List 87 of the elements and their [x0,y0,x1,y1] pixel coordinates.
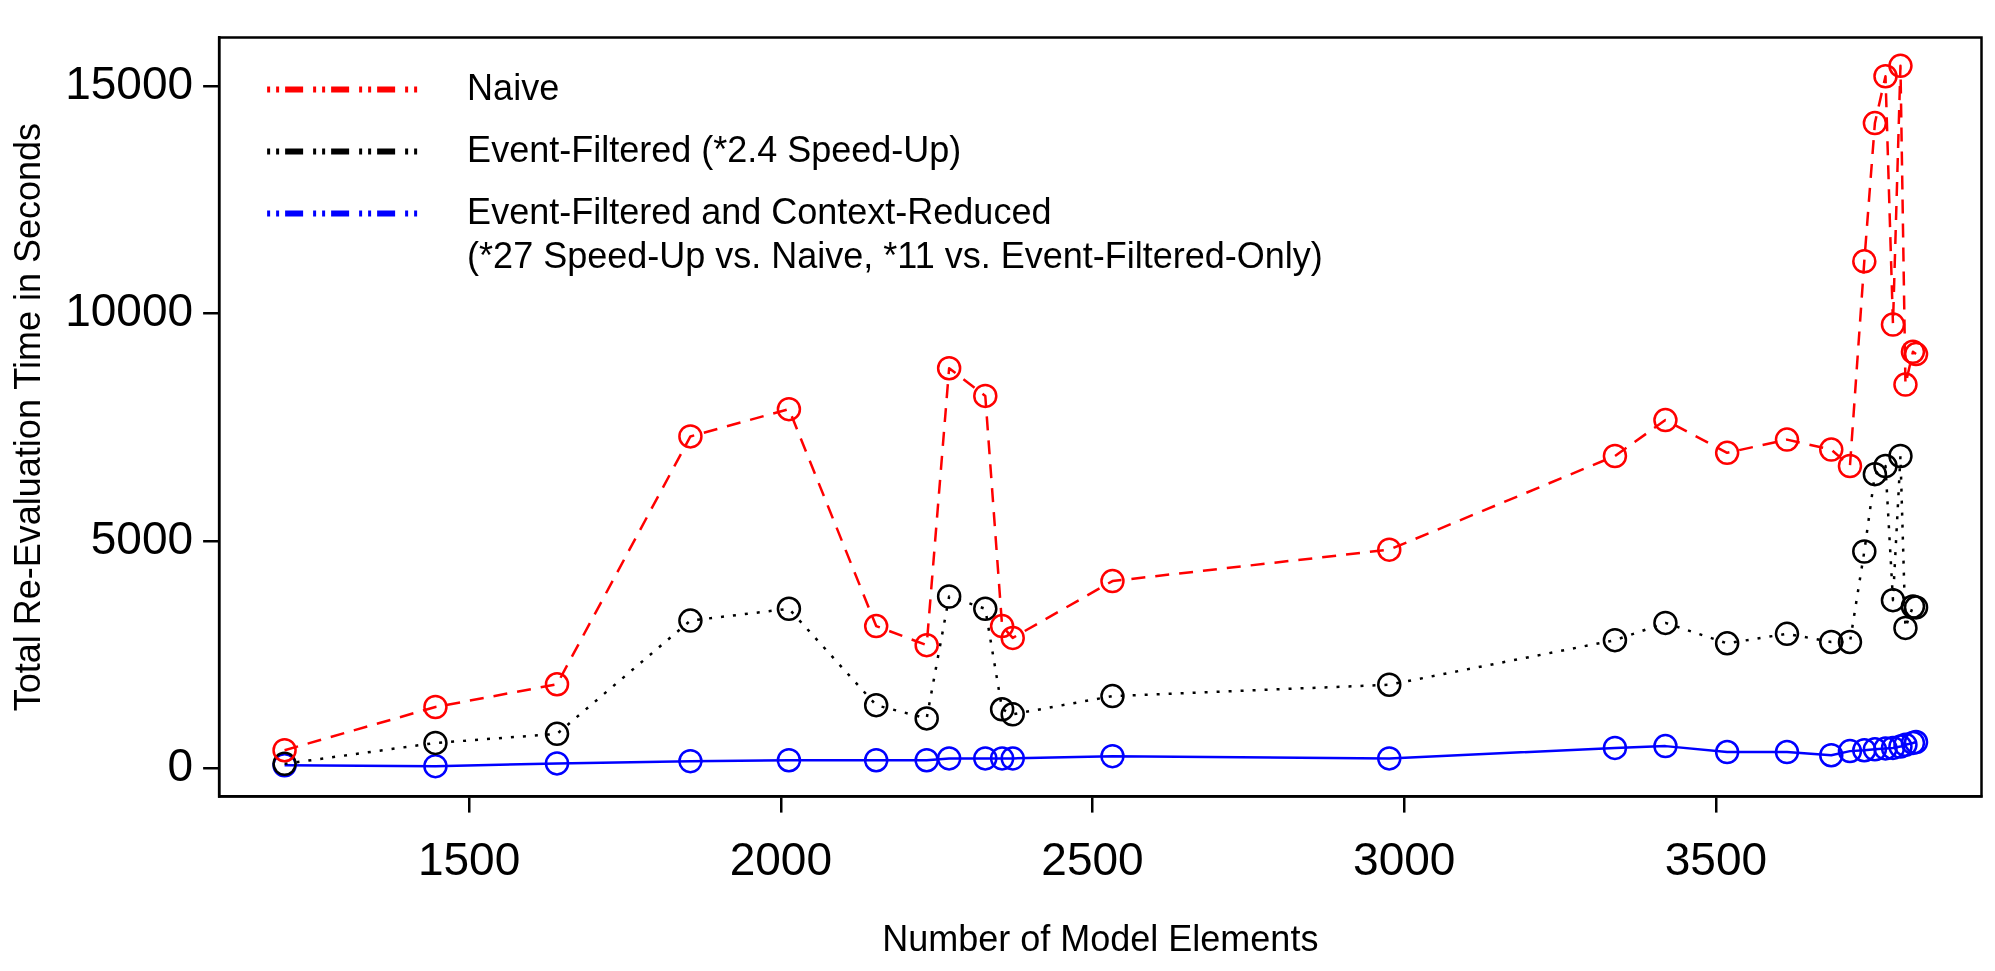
point [1852,539,1877,564]
point [423,694,448,720]
y-tick-label: 0 [167,739,194,792]
point [1888,734,1913,759]
point [423,730,448,756]
point [989,613,1015,639]
point [1862,737,1888,762]
point [989,746,1015,771]
point [1774,427,1800,452]
point [1100,683,1125,709]
point [1714,739,1740,765]
point [1000,746,1025,771]
point [1714,440,1740,466]
point [776,396,802,422]
point [1852,249,1877,274]
x-tick-label: 2500 [1041,832,1144,885]
point [1653,733,1678,759]
point [973,383,998,409]
y-tick-label: 5000 [90,511,194,564]
point [1862,110,1888,136]
point [1819,437,1844,462]
point [914,706,939,731]
point [1653,610,1678,636]
point [1873,64,1898,89]
legend-label: Event-Filtered and Context-Reduced (*27 Speed-Up vs. Naive, *11 vs. Event-Filtered-Only) [467,190,1323,276]
point [914,747,939,773]
point [776,747,802,773]
x-tick-label: 3000 [1353,832,1456,885]
x-tick-label: 1500 [417,832,521,885]
point [1873,453,1898,479]
point [1852,737,1877,763]
point [544,751,570,776]
point [1000,625,1025,651]
point [423,753,448,779]
point [544,672,570,697]
point [936,746,962,771]
point [973,596,998,622]
point [544,721,570,747]
point [1100,568,1125,594]
point [1602,443,1628,469]
point [1873,736,1898,761]
point [1774,739,1800,765]
point [1862,461,1888,487]
point [1880,587,1906,613]
point [1377,672,1402,697]
point [863,692,889,718]
point [936,355,962,381]
point [1377,746,1402,771]
point [1714,631,1740,656]
point [776,596,802,622]
point [1893,372,1918,397]
point [272,737,297,763]
legend-label: Naive [467,66,560,108]
y-tick-label: 10000 [65,284,194,337]
point [1774,621,1800,647]
point [973,746,998,771]
point [1893,732,1918,758]
point [1819,629,1844,655]
point [1888,443,1913,469]
legend-label: Event-Filtered (*2.4 Speed-Up) [467,128,962,170]
x-tick-label: 3500 [1664,832,1768,885]
point [1653,407,1678,433]
point [914,632,939,658]
point [1377,537,1402,562]
point [863,613,889,639]
point [1100,743,1125,769]
point [1880,735,1906,761]
y-axis-title: Total Re-Evaluation Time in Seconds [6,122,48,712]
point [1602,627,1628,653]
x-axis-title: Number of Model Elements [882,918,1319,960]
point [1602,735,1628,761]
point [1837,738,1863,764]
point [863,747,889,773]
point [678,608,703,633]
point [936,584,962,609]
y-tick-label: 15000 [65,56,194,109]
point [1837,629,1863,655]
point [1893,615,1918,641]
point [1837,453,1863,479]
point [1888,53,1913,79]
point [1000,702,1025,727]
point [1819,742,1844,768]
point [989,697,1015,722]
point [678,748,703,774]
x-tick-label: 2000 [729,832,832,885]
point [678,424,703,449]
point [1880,312,1906,337]
